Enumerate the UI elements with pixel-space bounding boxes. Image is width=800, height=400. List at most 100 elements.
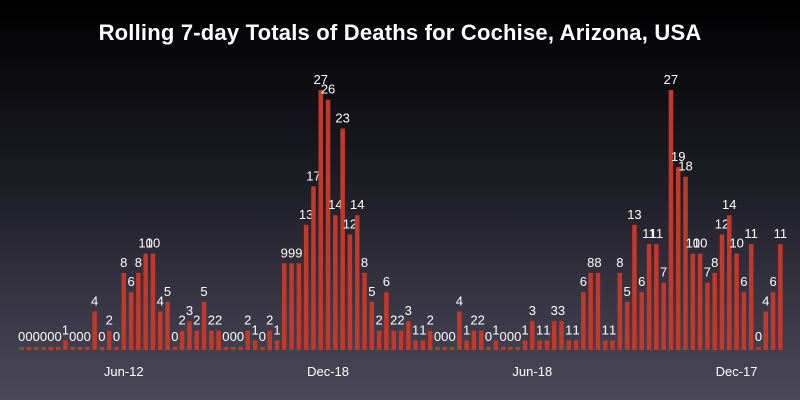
data-label: 0	[485, 329, 492, 344]
data-label: 5	[368, 284, 375, 299]
data-label: 0	[84, 329, 91, 344]
bar	[406, 321, 411, 350]
data-label: 27	[664, 72, 678, 87]
data-label: 1	[609, 322, 616, 337]
bar	[63, 340, 68, 350]
bar	[136, 272, 141, 350]
bar	[274, 340, 280, 350]
bar	[165, 301, 170, 350]
bar	[172, 347, 178, 350]
bar	[325, 99, 331, 350]
data-label: 0	[237, 329, 244, 344]
bar	[690, 253, 696, 350]
data-label: 11	[642, 226, 656, 241]
data-label: 0	[69, 329, 76, 344]
data-label: 3	[558, 303, 565, 318]
bar	[654, 244, 659, 350]
bar	[354, 215, 360, 350]
bar	[296, 263, 302, 350]
data-label: 11	[774, 226, 788, 241]
bar	[303, 224, 309, 350]
data-label: 2	[470, 313, 477, 328]
x-tick-label: Jun-12	[104, 364, 144, 379]
bar	[106, 330, 112, 350]
bar	[464, 340, 469, 350]
bar	[260, 347, 265, 350]
data-label: 8	[120, 255, 127, 270]
bar	[158, 311, 163, 350]
bar	[85, 347, 90, 350]
data-label: 0	[448, 329, 455, 344]
bar	[661, 282, 666, 350]
data-label: 1	[565, 322, 572, 337]
bar	[413, 340, 418, 350]
data-label: 10	[693, 236, 707, 251]
bar	[209, 330, 214, 350]
data-label: 1	[463, 322, 470, 337]
data-label: 1	[572, 322, 579, 337]
data-label: 5	[200, 284, 207, 299]
bar	[566, 340, 572, 350]
data-label: 0	[500, 329, 507, 344]
bar	[70, 347, 75, 350]
bar	[588, 272, 593, 350]
data-label: 4	[157, 293, 164, 308]
bar	[632, 224, 637, 350]
data-label: 14	[328, 197, 342, 212]
data-label: 2	[397, 313, 404, 328]
bar	[245, 330, 251, 350]
data-label: 0	[33, 329, 40, 344]
x-tick-label: Dec-17	[716, 364, 758, 379]
data-label: 13	[627, 207, 641, 222]
bar	[318, 90, 324, 350]
bar	[508, 347, 513, 350]
data-label: 7	[704, 265, 711, 280]
bar	[194, 330, 199, 350]
data-label: 0	[55, 329, 62, 344]
data-label: 2	[478, 313, 485, 328]
bar	[362, 272, 367, 350]
data-label: 11	[650, 226, 664, 241]
bar	[500, 347, 506, 350]
bar	[41, 347, 46, 350]
bar	[617, 272, 623, 350]
bar	[33, 347, 39, 350]
bar	[442, 347, 448, 350]
data-label: 12	[715, 216, 729, 231]
bar	[347, 234, 353, 350]
bar	[114, 347, 119, 350]
data-label: 7	[660, 265, 667, 280]
bar	[748, 244, 754, 350]
bar	[741, 292, 747, 350]
bar	[551, 321, 557, 350]
data-label: 10	[138, 236, 152, 251]
bar	[150, 253, 156, 350]
data-label: 0	[47, 329, 54, 344]
bar	[770, 292, 776, 350]
data-label: 8	[587, 255, 594, 270]
data-label: 9	[281, 245, 288, 260]
data-label: 6	[127, 274, 134, 289]
data-label: 2	[427, 313, 434, 328]
data-label: 5	[164, 284, 171, 299]
bar	[26, 347, 32, 350]
bar	[92, 311, 97, 350]
bar	[77, 347, 83, 350]
data-label: 6	[580, 274, 587, 289]
bar	[515, 347, 520, 350]
data-label: 1	[543, 322, 550, 337]
bar	[55, 347, 61, 350]
data-label: 14	[722, 197, 736, 212]
data-label: 3	[551, 303, 558, 318]
bar	[223, 347, 229, 350]
data-label: 2	[193, 313, 200, 328]
x-tick-label: Dec-18	[307, 364, 349, 379]
bar	[763, 311, 769, 350]
data-label: 0	[76, 329, 83, 344]
bar	[457, 311, 462, 350]
data-label: 10	[729, 236, 743, 251]
data-label: 4	[91, 293, 98, 308]
data-label: 6	[740, 274, 747, 289]
bar	[705, 282, 710, 350]
